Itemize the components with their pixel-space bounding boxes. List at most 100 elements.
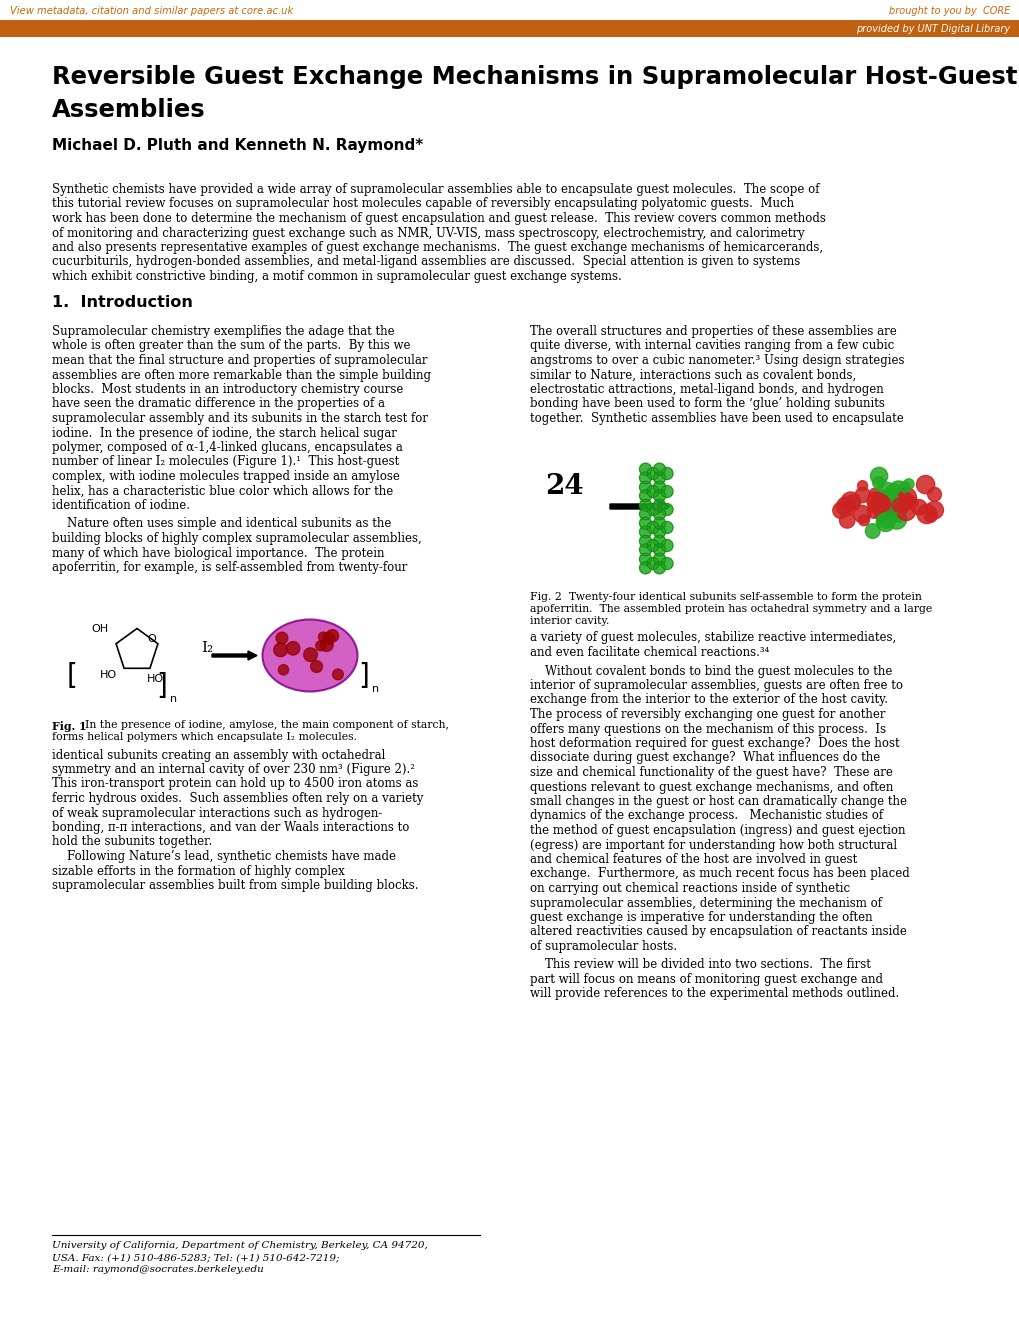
Circle shape	[882, 499, 897, 513]
Circle shape	[854, 487, 869, 503]
Circle shape	[897, 487, 915, 507]
Circle shape	[653, 463, 664, 475]
Text: identical subunits creating an assembly with octahedral: identical subunits creating an assembly …	[52, 748, 385, 762]
Circle shape	[653, 482, 664, 494]
Circle shape	[916, 504, 935, 524]
Text: and chemical features of the host are involved in guest: and chemical features of the host are in…	[530, 853, 856, 866]
Text: work has been done to determine the mechanism of guest encapsulation and guest r: work has been done to determine the mech…	[52, 213, 825, 224]
Text: University of California, Department of Chemistry, Berkeley, CA 94720,: University of California, Department of …	[52, 1241, 427, 1250]
Text: a variety of guest molecules, stabilize reactive intermediates,: a variety of guest molecules, stabilize …	[530, 631, 896, 644]
Text: apoferritin, for example, is self-assembled from twenty-four: apoferritin, for example, is self-assemb…	[52, 561, 407, 574]
Circle shape	[322, 632, 334, 644]
Text: have seen the dramatic difference in the properties of a: have seen the dramatic difference in the…	[52, 397, 384, 411]
Circle shape	[653, 544, 664, 556]
Circle shape	[886, 511, 897, 521]
Circle shape	[867, 499, 880, 512]
Circle shape	[881, 496, 893, 507]
Circle shape	[881, 499, 899, 516]
Text: HO: HO	[147, 673, 164, 684]
Circle shape	[660, 486, 673, 498]
Text: Supramolecular chemistry exemplifies the adage that the: Supramolecular chemistry exemplifies the…	[52, 325, 394, 338]
Circle shape	[887, 496, 899, 510]
Text: hold the subunits together.: hold the subunits together.	[52, 836, 212, 849]
Circle shape	[866, 492, 884, 511]
Circle shape	[887, 506, 902, 521]
Circle shape	[653, 517, 664, 529]
Text: many of which have biological importance.  The protein: many of which have biological importance…	[52, 546, 384, 560]
Text: 1.  Introduction: 1. Introduction	[52, 294, 193, 310]
Text: provided by UNT Digital Library: provided by UNT Digital Library	[855, 24, 1009, 33]
Circle shape	[879, 502, 894, 515]
Circle shape	[926, 487, 941, 502]
Circle shape	[646, 521, 658, 533]
Circle shape	[871, 477, 883, 488]
Circle shape	[880, 498, 899, 516]
Circle shape	[639, 553, 651, 565]
Circle shape	[873, 491, 884, 503]
Text: quite diverse, with internal cavities ranging from a few cubic: quite diverse, with internal cavities ra…	[530, 339, 894, 352]
Circle shape	[869, 467, 887, 484]
Circle shape	[903, 479, 913, 490]
Text: exchange.  Furthermore, as much recent focus has been placed: exchange. Furthermore, as much recent fo…	[530, 867, 909, 880]
Text: n: n	[170, 693, 177, 704]
Text: View metadata, citation and similar papers at core.ac.uk: View metadata, citation and similar pape…	[10, 7, 293, 16]
Circle shape	[879, 496, 899, 515]
Text: Fig. 1: Fig. 1	[52, 721, 87, 731]
Circle shape	[653, 471, 664, 484]
Circle shape	[872, 499, 891, 517]
Text: [: [	[66, 661, 77, 689]
Circle shape	[653, 562, 664, 574]
Circle shape	[887, 492, 898, 504]
Circle shape	[646, 540, 658, 552]
Circle shape	[881, 500, 895, 513]
Text: of monitoring and characterizing guest exchange such as NMR, UV-VIS, mass spectr: of monitoring and characterizing guest e…	[52, 227, 804, 239]
Circle shape	[898, 503, 908, 513]
Circle shape	[326, 630, 338, 642]
Circle shape	[876, 500, 890, 513]
Text: altered reactivities caused by encapsulation of reactants inside: altered reactivities caused by encapsula…	[530, 925, 906, 939]
Circle shape	[639, 544, 651, 556]
Text: The process of reversibly exchanging one guest for another: The process of reversibly exchanging one…	[530, 708, 884, 721]
Circle shape	[883, 495, 899, 511]
Text: 24: 24	[544, 473, 583, 500]
Circle shape	[864, 524, 879, 539]
Text: brought to you by  CORE: brought to you by CORE	[888, 7, 1009, 16]
Circle shape	[875, 496, 890, 512]
Text: this tutorial review focuses on supramolecular host molecules capable of reversi: this tutorial review focuses on supramol…	[52, 198, 794, 210]
Text: cucurbiturils, hydrogen-bonded assemblies, and metal-ligand assemblies are discu: cucurbiturils, hydrogen-bonded assemblie…	[52, 256, 800, 268]
Text: forms helical polymers which encapsulate I₂ molecules.: forms helical polymers which encapsulate…	[52, 733, 357, 742]
Circle shape	[868, 488, 879, 499]
Text: electrostatic attractions, metal-ligand bonds, and hydrogen: electrostatic attractions, metal-ligand …	[530, 383, 882, 396]
Circle shape	[887, 500, 898, 512]
Circle shape	[875, 496, 895, 516]
Text: bonding, π-π interactions, and van der Waals interactions to: bonding, π-π interactions, and van der W…	[52, 821, 409, 834]
Circle shape	[639, 463, 651, 475]
Circle shape	[653, 535, 664, 548]
Circle shape	[880, 499, 899, 516]
Circle shape	[653, 499, 664, 511]
Circle shape	[923, 510, 936, 523]
Text: mean that the final structure and properties of supramolecular: mean that the final structure and proper…	[52, 354, 427, 367]
Circle shape	[653, 508, 664, 520]
Circle shape	[858, 515, 868, 525]
Circle shape	[660, 467, 673, 479]
Circle shape	[832, 503, 848, 519]
Circle shape	[891, 491, 905, 504]
Circle shape	[875, 490, 886, 500]
Text: together.  Synthetic assemblies have been used to encapsulate: together. Synthetic assemblies have been…	[530, 412, 903, 425]
Circle shape	[870, 494, 889, 512]
Circle shape	[883, 504, 899, 520]
Circle shape	[845, 495, 860, 510]
Circle shape	[892, 511, 904, 523]
Circle shape	[873, 500, 887, 513]
Circle shape	[639, 482, 651, 494]
Text: similar to Nature, interactions such as covalent bonds,: similar to Nature, interactions such as …	[530, 368, 855, 381]
Circle shape	[646, 486, 658, 498]
Text: interior of supramolecular assemblies, guests are often free to: interior of supramolecular assemblies, g…	[530, 678, 902, 692]
Text: helix, has a characteristic blue color which allows for the: helix, has a characteristic blue color w…	[52, 484, 393, 498]
FancyArrow shape	[609, 499, 669, 513]
Circle shape	[887, 483, 899, 495]
Circle shape	[898, 496, 909, 507]
Circle shape	[653, 490, 664, 502]
Text: (egress) are important for understanding how both structural: (egress) are important for understanding…	[530, 838, 897, 851]
